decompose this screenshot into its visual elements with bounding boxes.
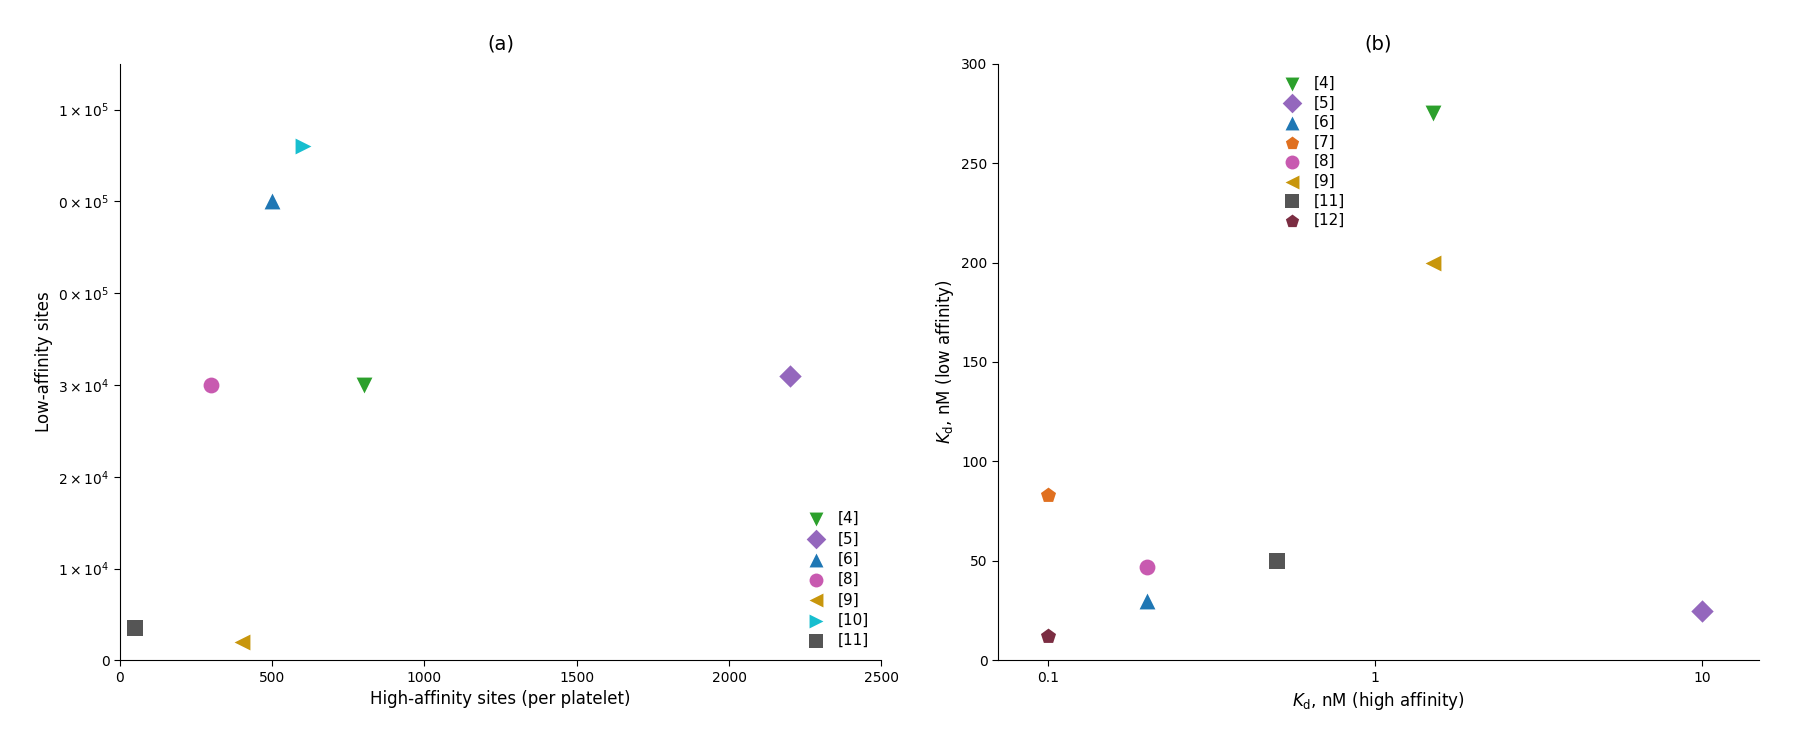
Point	[228, 636, 257, 648]
Point	[1033, 489, 1062, 501]
Point	[1419, 108, 1448, 120]
Legend: [4], [5], [6], [8], [9], [10], [11]: [4], [5], [6], [8], [9], [10], [11]	[797, 506, 874, 653]
Point	[197, 379, 226, 391]
Point	[1033, 630, 1062, 642]
X-axis label: $K_\mathrm{d}$, nM (high affinity): $K_\mathrm{d}$, nM (high affinity)	[1292, 690, 1466, 713]
Point	[120, 622, 149, 634]
Point	[1263, 555, 1292, 567]
Point	[1419, 256, 1448, 268]
Point	[775, 370, 804, 382]
Point	[258, 195, 287, 207]
Point	[1132, 561, 1161, 573]
Point	[289, 140, 318, 152]
Point	[1688, 604, 1717, 616]
X-axis label: High-affinity sites (per platelet): High-affinity sites (per platelet)	[370, 690, 631, 708]
Y-axis label: Low-affinity sites: Low-affinity sites	[34, 291, 52, 433]
Title: (b): (b)	[1365, 34, 1392, 54]
Point	[350, 379, 379, 391]
Y-axis label: $K_\mathrm{d}$, nM (low affinity): $K_\mathrm{d}$, nM (low affinity)	[933, 279, 956, 444]
Title: (a): (a)	[488, 34, 515, 54]
Legend: [4], [5], [6], [7], [8], [9], [11], [12]: [4], [5], [6], [7], [8], [9], [11], [12]	[1272, 71, 1349, 232]
Point	[1132, 595, 1161, 607]
